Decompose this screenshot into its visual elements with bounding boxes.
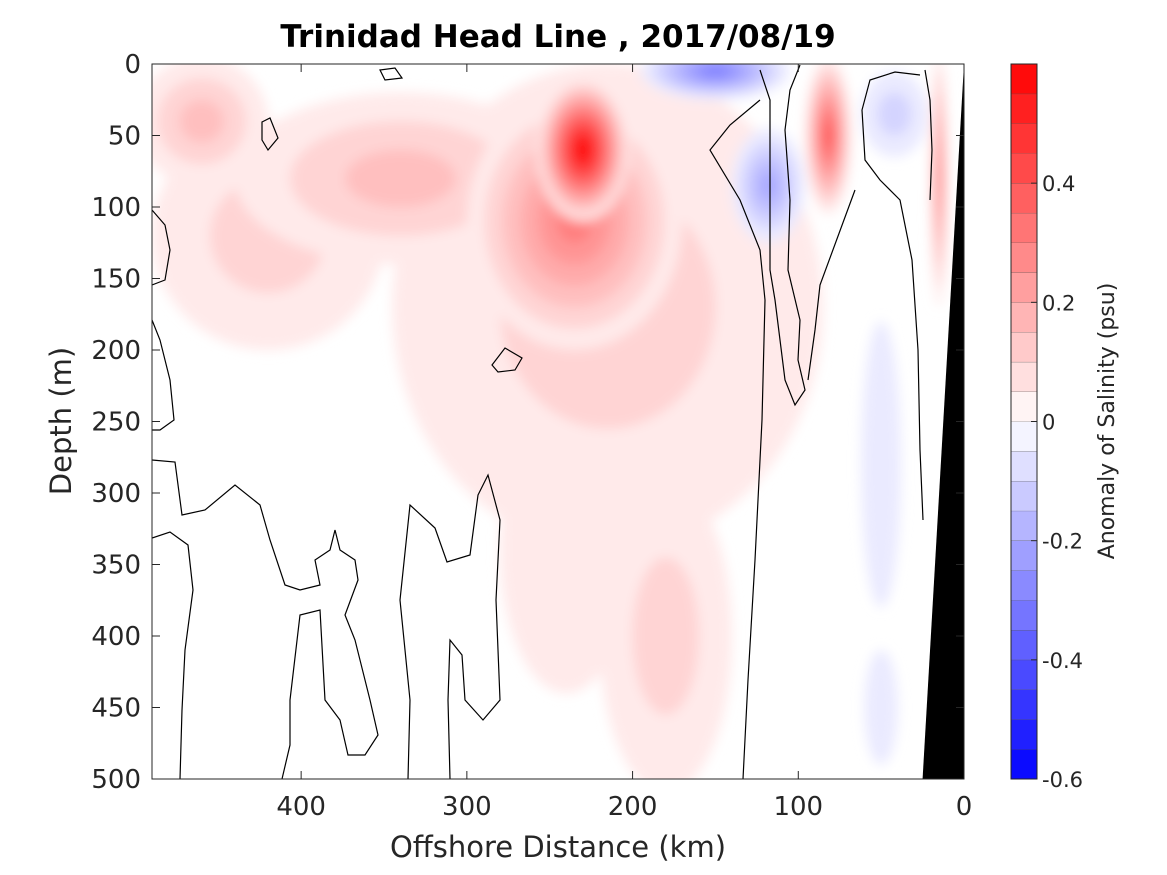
colorbar-segment: [1011, 272, 1037, 303]
x-axis: 400 300 200 100 0: [276, 64, 972, 822]
continental-shelf-bathymetry: [922, 64, 964, 779]
colorbar-segment: [1011, 689, 1037, 720]
colorbar-segment: [1011, 421, 1037, 452]
anomaly-level: [864, 650, 898, 765]
zero-contour: [152, 459, 379, 779]
x-tick-label: 400: [276, 792, 326, 822]
anomaly-level: [179, 99, 224, 143]
anomaly-level: [345, 149, 456, 207]
colorbar-segment: [1011, 451, 1037, 482]
anomaly-feature: [864, 650, 898, 765]
zero-contour: [924, 69, 933, 201]
zero-contour: [759, 64, 806, 407]
anomaly-level: [578, 143, 587, 156]
zero-contour: [379, 67, 404, 81]
colorbar-segment: [1011, 242, 1037, 273]
zero-contour: [152, 319, 175, 431]
anomaly-field: [152, 64, 948, 779]
colorbar-segment: [1011, 600, 1037, 631]
colorbar-segment: [1011, 183, 1037, 213]
colorbar-segment: [1011, 749, 1037, 779]
anomaly-feature: [804, 64, 852, 215]
y-tick-label: 200: [91, 336, 141, 366]
anomaly-feature: [536, 78, 630, 222]
anomaly-feature: [599, 478, 732, 779]
zero-contour: [152, 209, 171, 286]
y-axis: 0 50 100 150 200 250 300 350 400 450 500: [91, 50, 964, 795]
colorbar-segment: [1011, 659, 1037, 690]
colorbar-segment: [1011, 361, 1037, 392]
colorbar-segment: [1011, 719, 1037, 750]
colorbar-segment: [1011, 630, 1037, 660]
zero-contour: [807, 189, 856, 381]
plot-area: 400 300 200 100 0 0 50 100 150 200 250 300 350 400 45…: [91, 50, 972, 822]
colorbar-segment: [1011, 570, 1037, 601]
colorbar-tick-label: -0.6: [1042, 768, 1083, 792]
x-tick-label: 0: [956, 792, 973, 822]
anomaly-level: [703, 66, 728, 76]
anomaly-feature: [861, 321, 902, 608]
y-tick-label: 400: [91, 622, 141, 652]
x-tick-label: 200: [608, 792, 658, 822]
zero-contour: [152, 531, 194, 779]
colorbar: 0.4 0.2 0 -0.2 -0.4 -0.6: [1010, 63, 1083, 792]
colorbar-segment: [1011, 64, 1037, 94]
colorbar-segment: [1011, 123, 1037, 154]
anomaly-level: [632, 557, 699, 715]
anomaly-level: [937, 156, 941, 200]
zero-contour: [861, 71, 924, 521]
y-tick-label: 50: [108, 122, 141, 152]
x-tick-label: 300: [442, 792, 492, 822]
x-tick-label: 100: [773, 792, 823, 822]
y-tick-label: 150: [91, 265, 141, 295]
colorbar-segment: [1011, 332, 1037, 362]
colorbar-tick-label: 0: [1042, 411, 1055, 435]
colorbar-segment: [1011, 510, 1037, 541]
y-tick-label: 350: [91, 551, 141, 581]
y-tick-label: 100: [91, 193, 141, 223]
x-axis-label: Offshore Distance (km): [390, 830, 726, 864]
anomaly-feature: [732, 128, 805, 243]
anomaly-level: [877, 92, 911, 136]
y-tick-label: 500: [91, 765, 141, 795]
y-tick-label: 300: [91, 479, 141, 509]
anomaly-feature: [861, 71, 928, 157]
y-tick-label: 250: [91, 408, 141, 438]
colorbar-segment: [1011, 212, 1037, 243]
colorbar-tick-label: -0.2: [1042, 530, 1083, 554]
anomaly-feature: [152, 64, 268, 186]
colorbar-segment: [1011, 540, 1037, 571]
zero-contour: [709, 99, 766, 779]
colorbar-label: Anomaly of Salinity (psu): [1095, 283, 1120, 560]
anomaly-level: [861, 321, 902, 608]
anomaly-feature: [640, 64, 790, 100]
colorbar-tick-label: 0.2: [1042, 291, 1075, 315]
anomaly-feature: [930, 64, 948, 308]
y-axis-label: Depth (m): [44, 347, 78, 495]
colorbar-segment: [1011, 153, 1037, 184]
zero-contour: [261, 117, 279, 152]
colorbar-tick-label: 0.4: [1042, 172, 1075, 196]
y-tick-label: 450: [91, 694, 141, 724]
zero-contour: [399, 473, 501, 779]
colorbar-segment: [1011, 302, 1037, 333]
colorbar-segment: [1011, 391, 1037, 422]
chart-title: Trinidad Head Line , 2017/08/19: [280, 19, 835, 55]
anomaly-level: [759, 171, 778, 200]
zero-contour: [491, 347, 523, 373]
zero-contour-lines: [152, 64, 933, 779]
y-tick-label: 0: [124, 50, 141, 80]
anomaly-level: [825, 125, 832, 146]
colorbar-segment: [1011, 93, 1037, 124]
colorbar-tick-label: -0.4: [1042, 649, 1083, 673]
colorbar-segment: [1011, 481, 1037, 511]
